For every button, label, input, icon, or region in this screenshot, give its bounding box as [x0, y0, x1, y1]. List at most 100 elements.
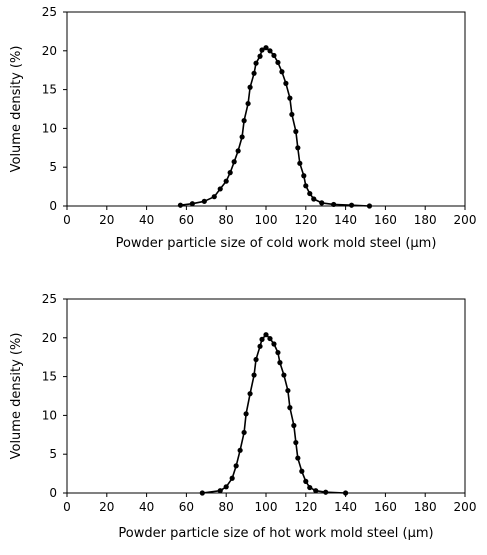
y-tick-label: 5: [49, 160, 57, 174]
x-tick-label: 60: [179, 213, 194, 227]
data-point: [239, 134, 245, 140]
data-point: [233, 463, 239, 469]
x-tick-label: 180: [414, 213, 437, 227]
data-point: [281, 372, 287, 378]
data-point: [217, 488, 223, 494]
data-point: [259, 47, 265, 53]
y-tick-label: 20: [42, 331, 57, 345]
data-point: [227, 170, 233, 176]
x-axis-title: Powder particle size of hot work mold st…: [118, 526, 433, 541]
data-point: [307, 484, 313, 491]
data-point: [257, 53, 263, 59]
x-tick-label: 140: [334, 213, 357, 227]
data-point: [313, 488, 319, 494]
data-point: [263, 332, 269, 338]
data-point: [267, 48, 273, 54]
x-tick-label: 0: [63, 500, 71, 514]
data-point: [243, 411, 249, 417]
data-point: [295, 145, 301, 151]
x-tick-label: 20: [99, 213, 114, 227]
data-point: [189, 201, 195, 207]
data-point: [297, 160, 303, 166]
data-point: [303, 478, 309, 484]
x-tick-label: 160: [374, 213, 397, 227]
data-point: [366, 203, 373, 209]
x-tick-label: 160: [374, 500, 397, 514]
data-point: [343, 490, 349, 496]
series-line: [180, 46, 370, 207]
data-point: [303, 183, 309, 189]
data-point: [301, 173, 307, 179]
data-point: [237, 447, 243, 453]
data-point: [253, 60, 259, 66]
plot-area-frame: [66, 298, 466, 494]
y-axis-title: Volume density (%): [9, 333, 24, 460]
data-point: [263, 45, 269, 51]
data-point: [275, 349, 281, 356]
series-line: [202, 333, 346, 494]
x-tick-label: 120: [294, 213, 317, 227]
x-tick-label: 200: [454, 500, 477, 514]
data-point: [271, 341, 277, 347]
data-point: [291, 422, 297, 429]
data-point: [285, 387, 291, 394]
x-tick-label: 20: [99, 500, 114, 514]
data-point: [277, 360, 283, 366]
data-point: [259, 336, 265, 342]
data-point: [201, 198, 207, 204]
data-point: [251, 372, 257, 378]
data-point: [253, 356, 259, 363]
x-tick-label: 40: [139, 500, 154, 514]
data-point: [293, 128, 299, 135]
x-tick-label: 100: [255, 213, 278, 227]
x-tick-label: 100: [255, 500, 278, 514]
data-point: [241, 118, 247, 124]
data-point: [279, 69, 285, 75]
data-point: [307, 190, 313, 197]
x-tick-label: 60: [179, 500, 194, 514]
y-tick-label: 5: [49, 447, 57, 461]
x-tick-label: 80: [219, 213, 234, 227]
data-point: [231, 159, 237, 165]
data-point: [245, 100, 251, 107]
data-point: [275, 59, 281, 66]
y-axis-title: Volume density (%): [9, 46, 24, 173]
data-point: [177, 202, 184, 208]
data-point: [223, 484, 229, 490]
y-tick-label: 15: [42, 370, 57, 384]
data-point: [211, 194, 217, 200]
plot-area-frame: [66, 11, 466, 207]
x-tick-label: 200: [454, 213, 477, 227]
data-point: [217, 186, 223, 192]
y-tick-label: 0: [49, 199, 57, 213]
y-tick-label: 0: [49, 486, 57, 500]
data-point: [283, 80, 289, 86]
data-point: [235, 148, 241, 154]
data-point: [223, 178, 229, 184]
data-point: [257, 343, 263, 349]
data-point: [247, 84, 253, 90]
data-point: [295, 455, 301, 461]
data-point: [293, 439, 299, 446]
x-tick-label: 80: [219, 500, 234, 514]
data-point: [287, 405, 293, 411]
y-tick-label: 15: [42, 83, 57, 97]
chart-panel-cold-work: 0 20 40 60 80 100 120 140 160 180 200 0 5 10 15 20 25 Pow…: [9, 5, 476, 251]
y-tick-label: 10: [42, 121, 57, 135]
x-tick-label: 40: [139, 213, 154, 227]
data-point: [323, 489, 329, 495]
y-tick-label: 10: [42, 408, 57, 422]
data-point: [199, 490, 205, 496]
data-point: [271, 52, 277, 59]
y-tick-label: 25: [42, 292, 57, 306]
data-point: [299, 468, 305, 474]
x-axis-title: Powder particle size of cold work mold s…: [116, 236, 437, 251]
data-point: [247, 391, 253, 397]
data-point: [251, 70, 257, 76]
data-point: [287, 95, 293, 101]
data-point: [229, 475, 235, 481]
data-point: [241, 429, 247, 436]
data-point: [348, 202, 355, 208]
data-point: [267, 335, 273, 342]
